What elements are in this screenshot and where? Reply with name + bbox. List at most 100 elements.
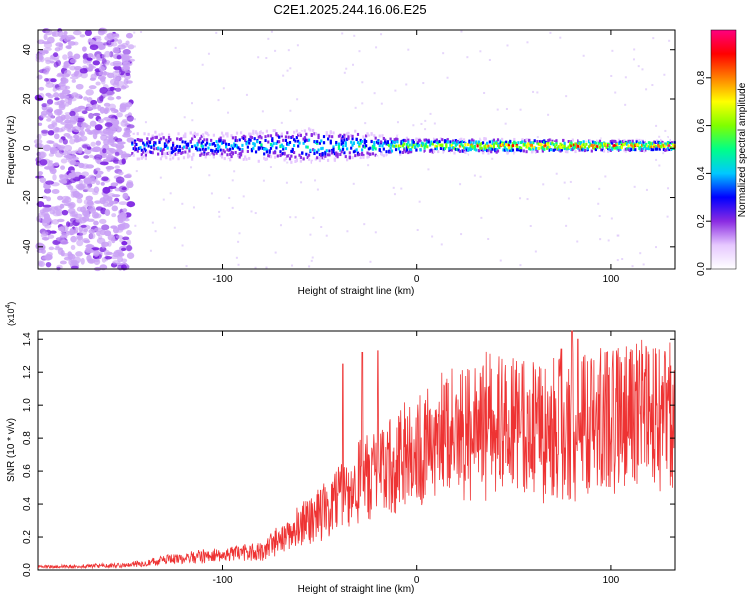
noise-blob xyxy=(43,41,53,49)
spectrogram-ylabel: Frequency (Hz) xyxy=(6,116,17,185)
noise-blob xyxy=(104,50,111,58)
band-cell xyxy=(510,149,513,153)
band-cell xyxy=(449,140,452,144)
band-cell xyxy=(447,152,451,156)
band-cell xyxy=(195,133,198,137)
y-tick-label: 0.8 xyxy=(22,431,33,445)
band-cell xyxy=(249,132,252,136)
band-cell xyxy=(627,146,630,150)
band-cell xyxy=(666,142,670,146)
band-cell xyxy=(411,145,414,149)
band-cell xyxy=(650,147,653,151)
band-cell xyxy=(665,137,668,141)
speckle xyxy=(237,263,240,266)
band-cell xyxy=(178,145,182,149)
band-cell xyxy=(378,144,381,148)
band-cell xyxy=(423,146,426,150)
band-cell xyxy=(271,139,274,143)
band-cell xyxy=(559,149,562,153)
band-cell xyxy=(230,155,233,159)
band-cell xyxy=(621,139,625,143)
band-cell xyxy=(563,141,566,145)
band-cell xyxy=(276,154,279,158)
band-cell xyxy=(239,126,243,130)
band-cell xyxy=(593,146,596,150)
band-cell xyxy=(589,142,592,146)
speckle xyxy=(215,31,218,34)
band-cell xyxy=(505,143,508,147)
band-cell xyxy=(620,141,623,145)
band-cell xyxy=(359,163,362,167)
band-cell xyxy=(359,156,362,160)
band-cell xyxy=(287,163,290,167)
band-cell xyxy=(219,148,222,152)
band-cell xyxy=(544,135,547,139)
band-cell xyxy=(178,148,182,152)
speckle xyxy=(668,39,671,42)
band-cell xyxy=(283,122,286,126)
noise-blob xyxy=(112,70,122,76)
spectrogram-frame xyxy=(37,29,676,270)
speckle xyxy=(666,136,669,139)
band-cell xyxy=(325,163,328,167)
noise-blob xyxy=(79,34,86,38)
band-cell xyxy=(438,143,441,147)
band-cell xyxy=(288,127,292,131)
band-cell xyxy=(207,146,210,150)
band-cell xyxy=(469,145,472,149)
band-cell xyxy=(487,147,490,151)
band-cell xyxy=(136,132,139,136)
band-cell xyxy=(524,139,527,143)
noise-blob xyxy=(80,71,88,79)
band-cell xyxy=(294,164,297,168)
speckle xyxy=(231,206,234,209)
band-cell xyxy=(170,146,173,150)
band-cell xyxy=(515,148,519,152)
band-cell xyxy=(616,146,619,150)
band-cell xyxy=(365,144,368,148)
band-cell xyxy=(207,133,210,137)
noise-blob xyxy=(99,106,105,114)
noise-blob xyxy=(94,158,100,162)
band-cell xyxy=(201,133,205,137)
band-cell xyxy=(598,141,602,145)
band-cell xyxy=(520,146,523,150)
band-cell xyxy=(321,153,324,157)
band-cell xyxy=(167,150,171,154)
band-cell xyxy=(189,139,192,143)
noise-blob xyxy=(108,114,117,119)
band-cell xyxy=(435,145,438,149)
band-cell xyxy=(517,135,520,139)
band-cell xyxy=(585,151,588,155)
noise-blob xyxy=(58,146,65,151)
noise-blob xyxy=(68,97,77,102)
band-cell xyxy=(204,131,207,135)
band-cell xyxy=(388,149,391,153)
band-cell xyxy=(259,141,262,145)
band-cell xyxy=(328,153,331,157)
band-cell xyxy=(325,133,328,137)
band-cell xyxy=(377,141,380,145)
band-cell xyxy=(581,146,584,150)
band-cell xyxy=(162,129,165,133)
band-cell xyxy=(510,136,513,140)
band-cell xyxy=(670,139,674,143)
band-cell xyxy=(337,146,341,150)
band-cell xyxy=(492,143,496,147)
band-cell xyxy=(185,143,188,147)
band-cell xyxy=(307,138,311,142)
band-cell xyxy=(496,149,500,153)
y-tick-label: 0.2 xyxy=(22,530,33,544)
band-cell xyxy=(641,139,644,143)
band-cell xyxy=(621,151,625,155)
speckle xyxy=(504,122,507,125)
band-cell xyxy=(672,147,675,151)
band-cell xyxy=(608,147,611,151)
band-cell xyxy=(288,157,292,161)
band-cell xyxy=(267,162,270,166)
band-cell xyxy=(294,139,297,143)
band-cell xyxy=(204,147,207,151)
band-cell xyxy=(514,144,517,148)
speckle xyxy=(380,102,383,105)
